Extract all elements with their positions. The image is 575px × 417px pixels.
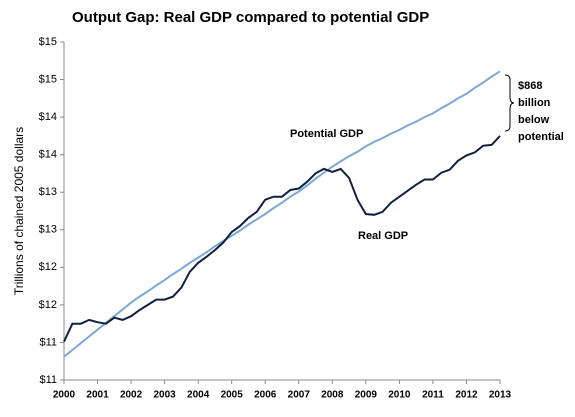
y-tick-label: $15	[39, 73, 57, 85]
annotation: billion	[518, 97, 551, 109]
x-tick-label: 2003	[153, 390, 176, 401]
x-tick-label: 2001	[86, 390, 109, 401]
x-tick-label: 2005	[221, 390, 244, 401]
x-tick-label: 2002	[120, 390, 143, 401]
y-tick-label: $11	[39, 374, 57, 386]
y-tick-label: $13	[39, 186, 57, 198]
y-tick-label: $15	[39, 36, 57, 48]
y-tick-label: $14	[39, 149, 57, 161]
x-tick-label: 2013	[489, 390, 512, 401]
y-axis-label: Trillions of chained 2005 dollars	[12, 127, 26, 295]
x-tick-label: 2008	[321, 390, 344, 401]
x-tick-label: 2000	[53, 390, 76, 401]
gap-bracket	[504, 74, 515, 132]
series-line	[63, 70, 501, 358]
annotation: potential	[518, 131, 564, 143]
chart-title: Output Gap: Real GDP compared to potenti…	[72, 9, 429, 26]
annotation: Potential GDP	[290, 128, 363, 140]
x-tick-label: 2007	[288, 390, 311, 401]
x-tick-label: 2004	[187, 390, 210, 401]
y-tick-label: $12	[39, 299, 57, 311]
series-line	[63, 135, 501, 343]
y-tick-label: $14	[39, 111, 57, 123]
x-tick-label: 2011	[422, 390, 444, 401]
annotation: $868	[518, 80, 542, 92]
annotation: below	[518, 114, 550, 126]
y-tick-label: $11	[39, 336, 57, 348]
x-tick-label: 2012	[455, 390, 478, 401]
y-tick-label: $13	[39, 224, 57, 236]
x-tick-label: 2009	[355, 390, 378, 401]
y-tick-label: $12	[39, 261, 57, 273]
x-tick-label: 2010	[388, 390, 411, 401]
x-tick-label: 2006	[254, 390, 277, 401]
annotation: Real GDP	[358, 230, 408, 242]
